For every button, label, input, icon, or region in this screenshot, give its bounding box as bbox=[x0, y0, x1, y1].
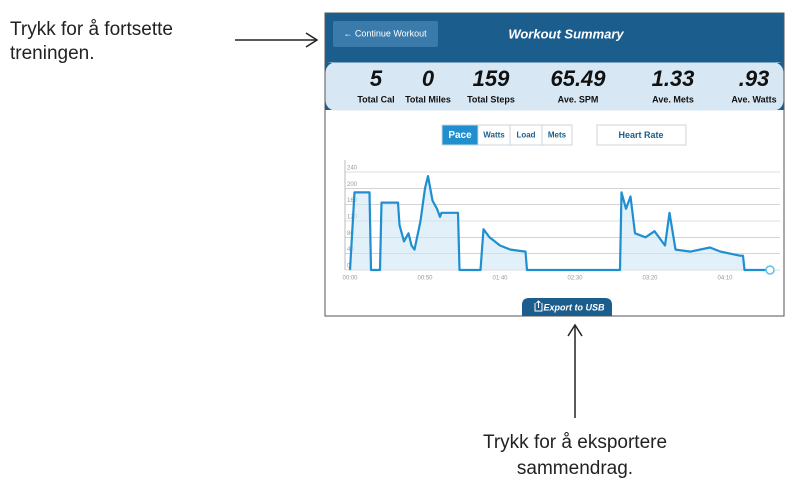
x-tick-label: 00:00 bbox=[342, 276, 358, 282]
tab-label[interactable]: Pace bbox=[448, 130, 472, 141]
x-tick-label: 03:20 bbox=[642, 276, 658, 282]
stat-value: 65.49 bbox=[550, 66, 606, 91]
stat-label: Ave. Mets bbox=[652, 94, 694, 104]
arrow-head bbox=[567, 323, 583, 337]
stat-value: 159 bbox=[473, 66, 510, 91]
export-label[interactable]: Export to USB bbox=[543, 302, 605, 312]
y-tick-label: 160 bbox=[347, 198, 358, 204]
annotation: treningen. bbox=[10, 43, 95, 64]
stat-label: Ave. SPM bbox=[558, 94, 599, 104]
x-tick-label: 02:30 bbox=[567, 276, 583, 282]
x-tick-label: 00:50 bbox=[417, 276, 433, 282]
back-button[interactable] bbox=[333, 21, 438, 47]
stat-value: 1.33 bbox=[652, 66, 695, 91]
y-tick-label: 0 bbox=[347, 264, 351, 270]
tab[interactable] bbox=[541, 124, 573, 146]
y-tick-label: 200 bbox=[347, 182, 358, 188]
annotation: sammendrag. bbox=[517, 458, 633, 479]
annotation: Trykk for å fortsette bbox=[10, 19, 173, 40]
end-point bbox=[765, 265, 775, 275]
header-title: Workout Summary bbox=[508, 26, 624, 41]
x-tick-label: 01:40 bbox=[492, 276, 508, 282]
tab-label[interactable]: Watts bbox=[483, 131, 505, 140]
x-tick-label: 04:10 bbox=[717, 276, 733, 282]
export-button[interactable] bbox=[522, 298, 612, 316]
stats-bar bbox=[325, 62, 784, 111]
stat-value: 0 bbox=[422, 66, 435, 91]
stat-label: Total Cal bbox=[357, 94, 394, 104]
tab-label[interactable]: Mets bbox=[548, 131, 567, 140]
heart-rate-label[interactable]: Heart Rate bbox=[618, 130, 663, 140]
tab-label[interactable]: Load bbox=[516, 131, 535, 140]
stat-value: .93 bbox=[739, 66, 770, 91]
annotation: Trykk for å eksportere bbox=[483, 432, 667, 453]
export-icon[interactable] bbox=[534, 300, 543, 312]
heart-rate-button[interactable] bbox=[596, 124, 687, 146]
back-button-label[interactable]: ← Continue Workout bbox=[343, 28, 427, 38]
y-tick-label: 80 bbox=[347, 231, 354, 237]
stat-value: 5 bbox=[370, 66, 383, 91]
line bbox=[348, 175, 770, 272]
arrow-head bbox=[305, 32, 319, 48]
stat-label: Ave. Watts bbox=[731, 94, 776, 104]
y-tick-label: 240 bbox=[347, 166, 358, 172]
stat-label: Total Steps bbox=[467, 94, 515, 104]
stat-label: Total Miles bbox=[405, 94, 451, 104]
